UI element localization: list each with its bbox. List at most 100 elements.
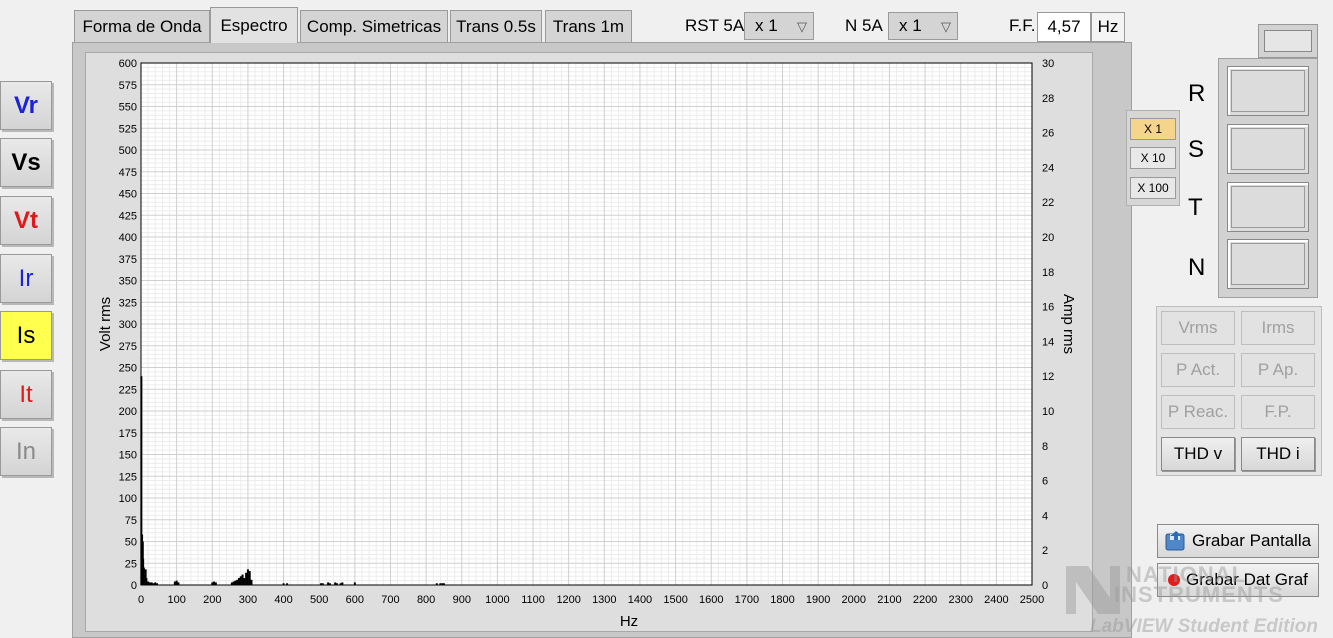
rst-label: RST 5A: [685, 16, 745, 35]
y-tick-label: 525: [119, 123, 137, 135]
y-tick-label: 600: [119, 58, 137, 70]
phase-display-r: [1227, 66, 1309, 116]
spectrum-bar: [241, 574, 244, 585]
phase-display-n: [1227, 239, 1309, 289]
tab-trans-05s[interactable]: Trans 0.5s: [450, 10, 542, 42]
x-tick-label: 2200: [913, 594, 937, 606]
phase-label-s: S: [1188, 136, 1205, 163]
y2-tick-label: 0: [1042, 580, 1048, 592]
y-tick-label: 450: [119, 189, 137, 201]
y-tick-label: 175: [119, 428, 137, 440]
rst-scale-value: x 1: [755, 16, 778, 35]
spectrum-bar: [144, 569, 147, 585]
x-tick-label: 800: [417, 594, 435, 606]
y2-tick-label: 18: [1042, 267, 1054, 279]
y-tick-label: 475: [119, 167, 137, 179]
channel-button-vr[interactable]: Vr: [0, 81, 52, 130]
y2-tick-label: 28: [1042, 93, 1054, 105]
channel-button-vs[interactable]: Vs: [0, 138, 52, 187]
y2-tick-label: 26: [1042, 128, 1054, 140]
y2-tick-label: 10: [1042, 406, 1054, 418]
channel-button-in[interactable]: In: [0, 427, 52, 476]
y-tick-label: 375: [119, 254, 137, 266]
phase-label-n: N: [1188, 254, 1206, 281]
y2-tick-label: 8: [1042, 441, 1048, 453]
x-tick-label: 600: [346, 594, 364, 606]
n-scale-select[interactable]: x 1 ▽: [888, 12, 958, 40]
spectrum-bar: [150, 582, 153, 585]
measure-button-vrms[interactable]: Vrms: [1161, 311, 1235, 345]
measure-button-thd-v[interactable]: THD v: [1161, 437, 1235, 471]
measure-button-p-reac[interactable]: P Reac.: [1161, 395, 1235, 429]
scale-button-x10[interactable]: X 10: [1130, 147, 1176, 169]
chevron-down-icon: ▽: [797, 19, 807, 34]
spectrum-bar: [319, 583, 322, 585]
x-tick-label: 1000: [485, 594, 509, 606]
tab-trans-1m[interactable]: Trans 1m: [545, 10, 632, 42]
spectrum-bar: [175, 580, 178, 585]
channel-button-it[interactable]: It: [0, 370, 52, 419]
spectrum-bar: [243, 578, 246, 585]
spectrum-bar: [441, 583, 444, 585]
measure-button-p-ap[interactable]: P Ap.: [1241, 353, 1315, 387]
channel-button-ir[interactable]: Ir: [0, 254, 52, 303]
save-disk-icon: [1164, 530, 1186, 552]
x-tick-label: 1100: [521, 594, 545, 606]
scale-button-x100[interactable]: X 100: [1130, 177, 1176, 199]
spectrum-bar: [147, 581, 150, 585]
record-led-icon: [1168, 574, 1180, 586]
n-label: N 5A: [845, 16, 883, 35]
ff-unit: Hz: [1091, 12, 1125, 42]
measure-button-f-p[interactable]: F.P.: [1241, 395, 1315, 429]
save-screen-button[interactable]: Grabar Pantalla: [1157, 524, 1319, 558]
y-tick-label: 0: [131, 580, 137, 592]
phase-label-r: R: [1188, 80, 1206, 107]
x-tick-label: 900: [453, 594, 471, 606]
spectrum-bar: [177, 582, 180, 585]
y-tick-label: 200: [119, 406, 137, 418]
spectrum-bar: [353, 582, 356, 585]
x-axis-label: Hz: [620, 613, 638, 630]
spectrum-bar: [156, 583, 159, 585]
spectrum-bar: [211, 582, 214, 585]
save-data-button[interactable]: Grabar Dat Graf: [1157, 563, 1319, 597]
y-tick-label: 325: [119, 297, 137, 309]
spectrum-bar: [140, 376, 143, 585]
tab-espectro[interactable]: Espectro: [210, 7, 298, 43]
spectrum-bar: [214, 582, 217, 585]
measure-button-irms[interactable]: Irms: [1241, 311, 1315, 345]
channel-button-is[interactable]: Is: [0, 311, 52, 360]
spectrum-bar: [230, 582, 233, 585]
rst-scale-select[interactable]: x 1 ▽: [744, 12, 814, 40]
y-tick-label: 550: [119, 102, 137, 114]
phase-display-t: [1227, 182, 1309, 232]
phase-display-s: [1227, 124, 1309, 174]
spectrum-bar: [213, 581, 216, 585]
y-tick-label: 300: [119, 319, 137, 331]
ff-label: F.F.: [1009, 16, 1036, 35]
x-tick-label: 1300: [592, 594, 616, 606]
x-tick-label: 2000: [842, 594, 866, 606]
measure-button-p-act[interactable]: P Act.: [1161, 353, 1235, 387]
spectrum-bar: [143, 576, 146, 585]
x-tick-label: 700: [381, 594, 399, 606]
y-tick-label: 425: [119, 210, 137, 222]
tab-forma-de-onda[interactable]: Forma de Onda: [74, 10, 210, 42]
x-tick-label: 2400: [984, 594, 1008, 606]
measure-button-thd-i[interactable]: THD i: [1241, 437, 1315, 471]
spectrum-bar: [148, 582, 151, 585]
x-tick-label: 1600: [699, 594, 723, 606]
y2-axis-label: Amp rms: [1060, 294, 1077, 354]
x-tick-label: 300: [239, 594, 257, 606]
ff-value: 4,57: [1037, 12, 1091, 42]
spectrum-bar: [435, 583, 438, 585]
y-tick-label: 250: [119, 363, 137, 375]
x-tick-label: 2500: [1020, 594, 1044, 606]
save-data-label: Grabar Dat Graf: [1186, 570, 1308, 589]
y2-tick-label: 6: [1042, 476, 1048, 488]
scale-button-x1[interactable]: X 1: [1130, 118, 1176, 140]
channel-button-vt[interactable]: Vt: [0, 196, 52, 245]
y2-tick-label: 14: [1042, 336, 1054, 348]
y-tick-label: 125: [119, 471, 137, 483]
tab-comp-simetricas[interactable]: Comp. Simetricas: [300, 10, 448, 42]
